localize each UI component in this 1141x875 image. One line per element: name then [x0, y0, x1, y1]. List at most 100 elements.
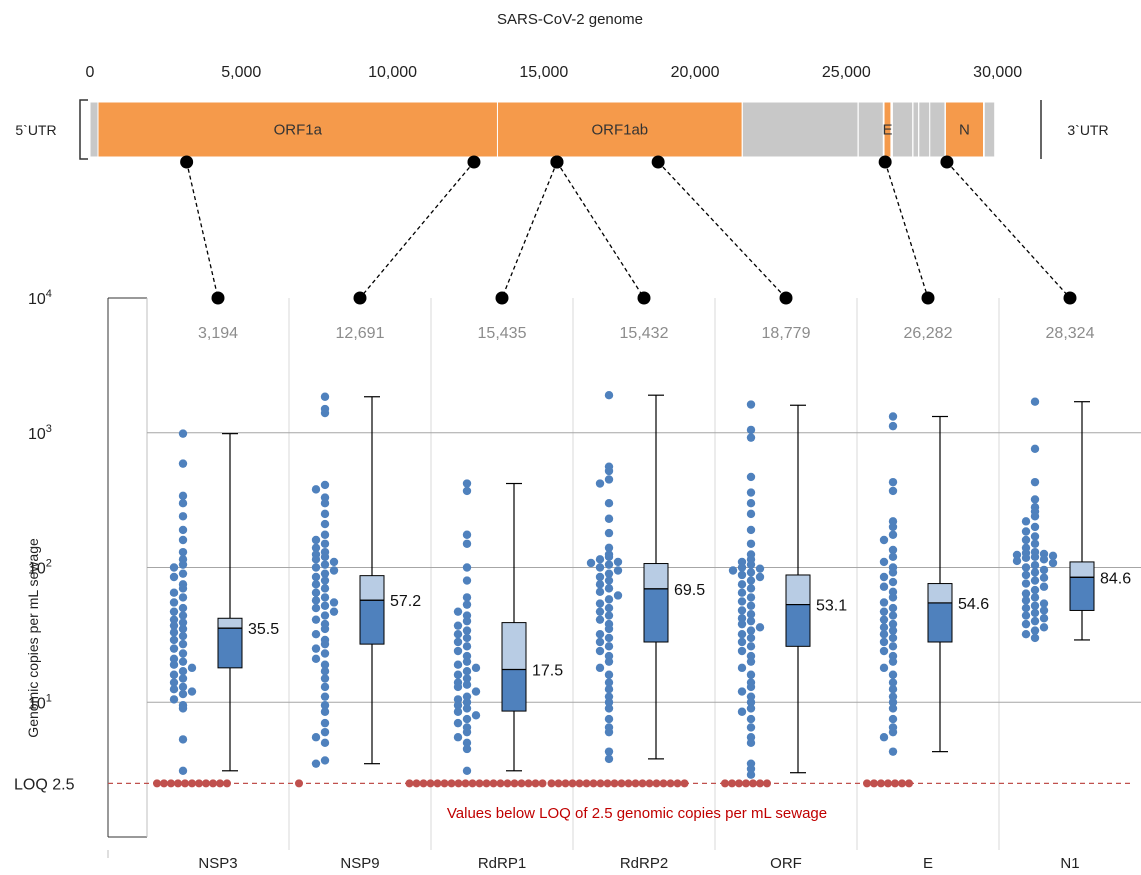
assay-marker	[637, 291, 651, 305]
data-point	[1021, 619, 1031, 629]
data-point	[604, 603, 614, 613]
x-category-label: NSP3	[198, 855, 237, 872]
data-point	[178, 535, 188, 545]
data-point	[178, 611, 188, 620]
data-point	[178, 624, 188, 634]
genome-segment	[891, 101, 914, 158]
genome-axis-tick-label: 0	[86, 64, 95, 81]
data-point	[1030, 539, 1040, 548]
below-loq-point	[167, 779, 175, 788]
box-lower	[785, 604, 811, 647]
genome-segment-label: ORF1a	[274, 122, 323, 139]
data-point	[1021, 579, 1031, 588]
data-point	[1030, 616, 1040, 626]
data-point	[604, 727, 614, 737]
data-point	[320, 674, 330, 683]
y-tick-label: 104	[28, 288, 52, 308]
connector-line	[884, 161, 929, 299]
below-loq-point	[721, 779, 729, 788]
data-point	[453, 621, 463, 630]
data-point	[746, 433, 756, 442]
data-point	[737, 707, 747, 716]
below-loq-point	[202, 779, 210, 788]
data-point	[178, 618, 188, 627]
data-point	[1030, 633, 1040, 643]
data-point	[746, 568, 756, 577]
data-point	[604, 684, 614, 694]
data-point	[169, 572, 179, 582]
data-point	[755, 564, 765, 573]
assay-boxplot-chart: 104 103 102 101 LOQ 2.5 Genomic copies per mL…	[14, 288, 1141, 872]
below-loq-point	[426, 779, 435, 788]
genome-segment	[97, 101, 498, 158]
data-point	[311, 572, 321, 582]
assay-position-label: 12,691	[336, 325, 385, 342]
data-point	[453, 682, 463, 692]
data-point	[178, 547, 188, 557]
data-point	[320, 480, 330, 490]
data-point	[613, 566, 623, 575]
data-point	[320, 569, 330, 578]
data-point	[595, 580, 605, 589]
data-point	[1039, 606, 1049, 615]
data-point	[178, 649, 188, 658]
below-loq-point	[763, 779, 771, 788]
data-point	[178, 689, 188, 699]
data-point	[1021, 517, 1031, 526]
connector-line	[501, 161, 558, 299]
below-loq-point	[610, 779, 619, 788]
loq-note: Values below LOQ of 2.5 genomic copies p…	[447, 805, 827, 822]
data-point	[604, 704, 614, 713]
x-category-label: E	[923, 855, 933, 872]
data-point	[178, 666, 188, 676]
data-point	[471, 663, 481, 673]
below-loq-point	[419, 779, 428, 788]
data-point	[1021, 535, 1031, 545]
data-point	[888, 477, 898, 487]
box-lower	[217, 627, 243, 669]
data-point	[462, 727, 472, 737]
data-point	[879, 637, 889, 647]
data-point	[746, 560, 756, 569]
data-point	[1030, 532, 1040, 541]
data-point	[888, 678, 898, 687]
genome-position-marker	[940, 155, 954, 169]
x-category-label: RdRP2	[620, 855, 668, 872]
data-point	[879, 598, 889, 607]
below-loq-point	[531, 779, 540, 788]
data-point	[604, 560, 614, 569]
below-loq-point	[216, 779, 224, 788]
data-point	[320, 576, 330, 585]
data-point	[604, 611, 614, 620]
data-point	[320, 649, 330, 658]
data-point	[1039, 599, 1049, 608]
genome-segment	[741, 101, 859, 158]
genome-axis-tick-label: 5,000	[221, 64, 261, 81]
below-loq-point	[673, 779, 682, 788]
data-point	[1030, 552, 1040, 562]
genome-segment	[944, 101, 985, 158]
data-point	[453, 718, 463, 728]
data-point	[462, 530, 472, 539]
data-point	[311, 588, 321, 597]
y-tick-label: 103	[28, 423, 52, 443]
data-point	[888, 684, 898, 694]
data-point	[178, 491, 188, 501]
x-category-label: NSP9	[340, 855, 379, 872]
data-point	[879, 623, 889, 632]
data-point	[311, 555, 321, 564]
data-point	[604, 390, 614, 400]
below-loq-point	[468, 779, 477, 788]
median-value-label: 84.6	[1100, 570, 1131, 587]
data-point	[320, 727, 330, 737]
data-point	[453, 629, 463, 639]
data-point	[178, 584, 188, 593]
box-lower	[1069, 576, 1095, 611]
box-lower	[927, 602, 953, 643]
utr5-label: 5`UTR	[15, 122, 56, 138]
assay-position-label: 28,324	[1046, 325, 1095, 342]
data-point	[746, 738, 756, 748]
data-point	[462, 633, 472, 643]
genome-axis-tick-label: 25,000	[822, 64, 871, 81]
data-point	[320, 509, 330, 519]
